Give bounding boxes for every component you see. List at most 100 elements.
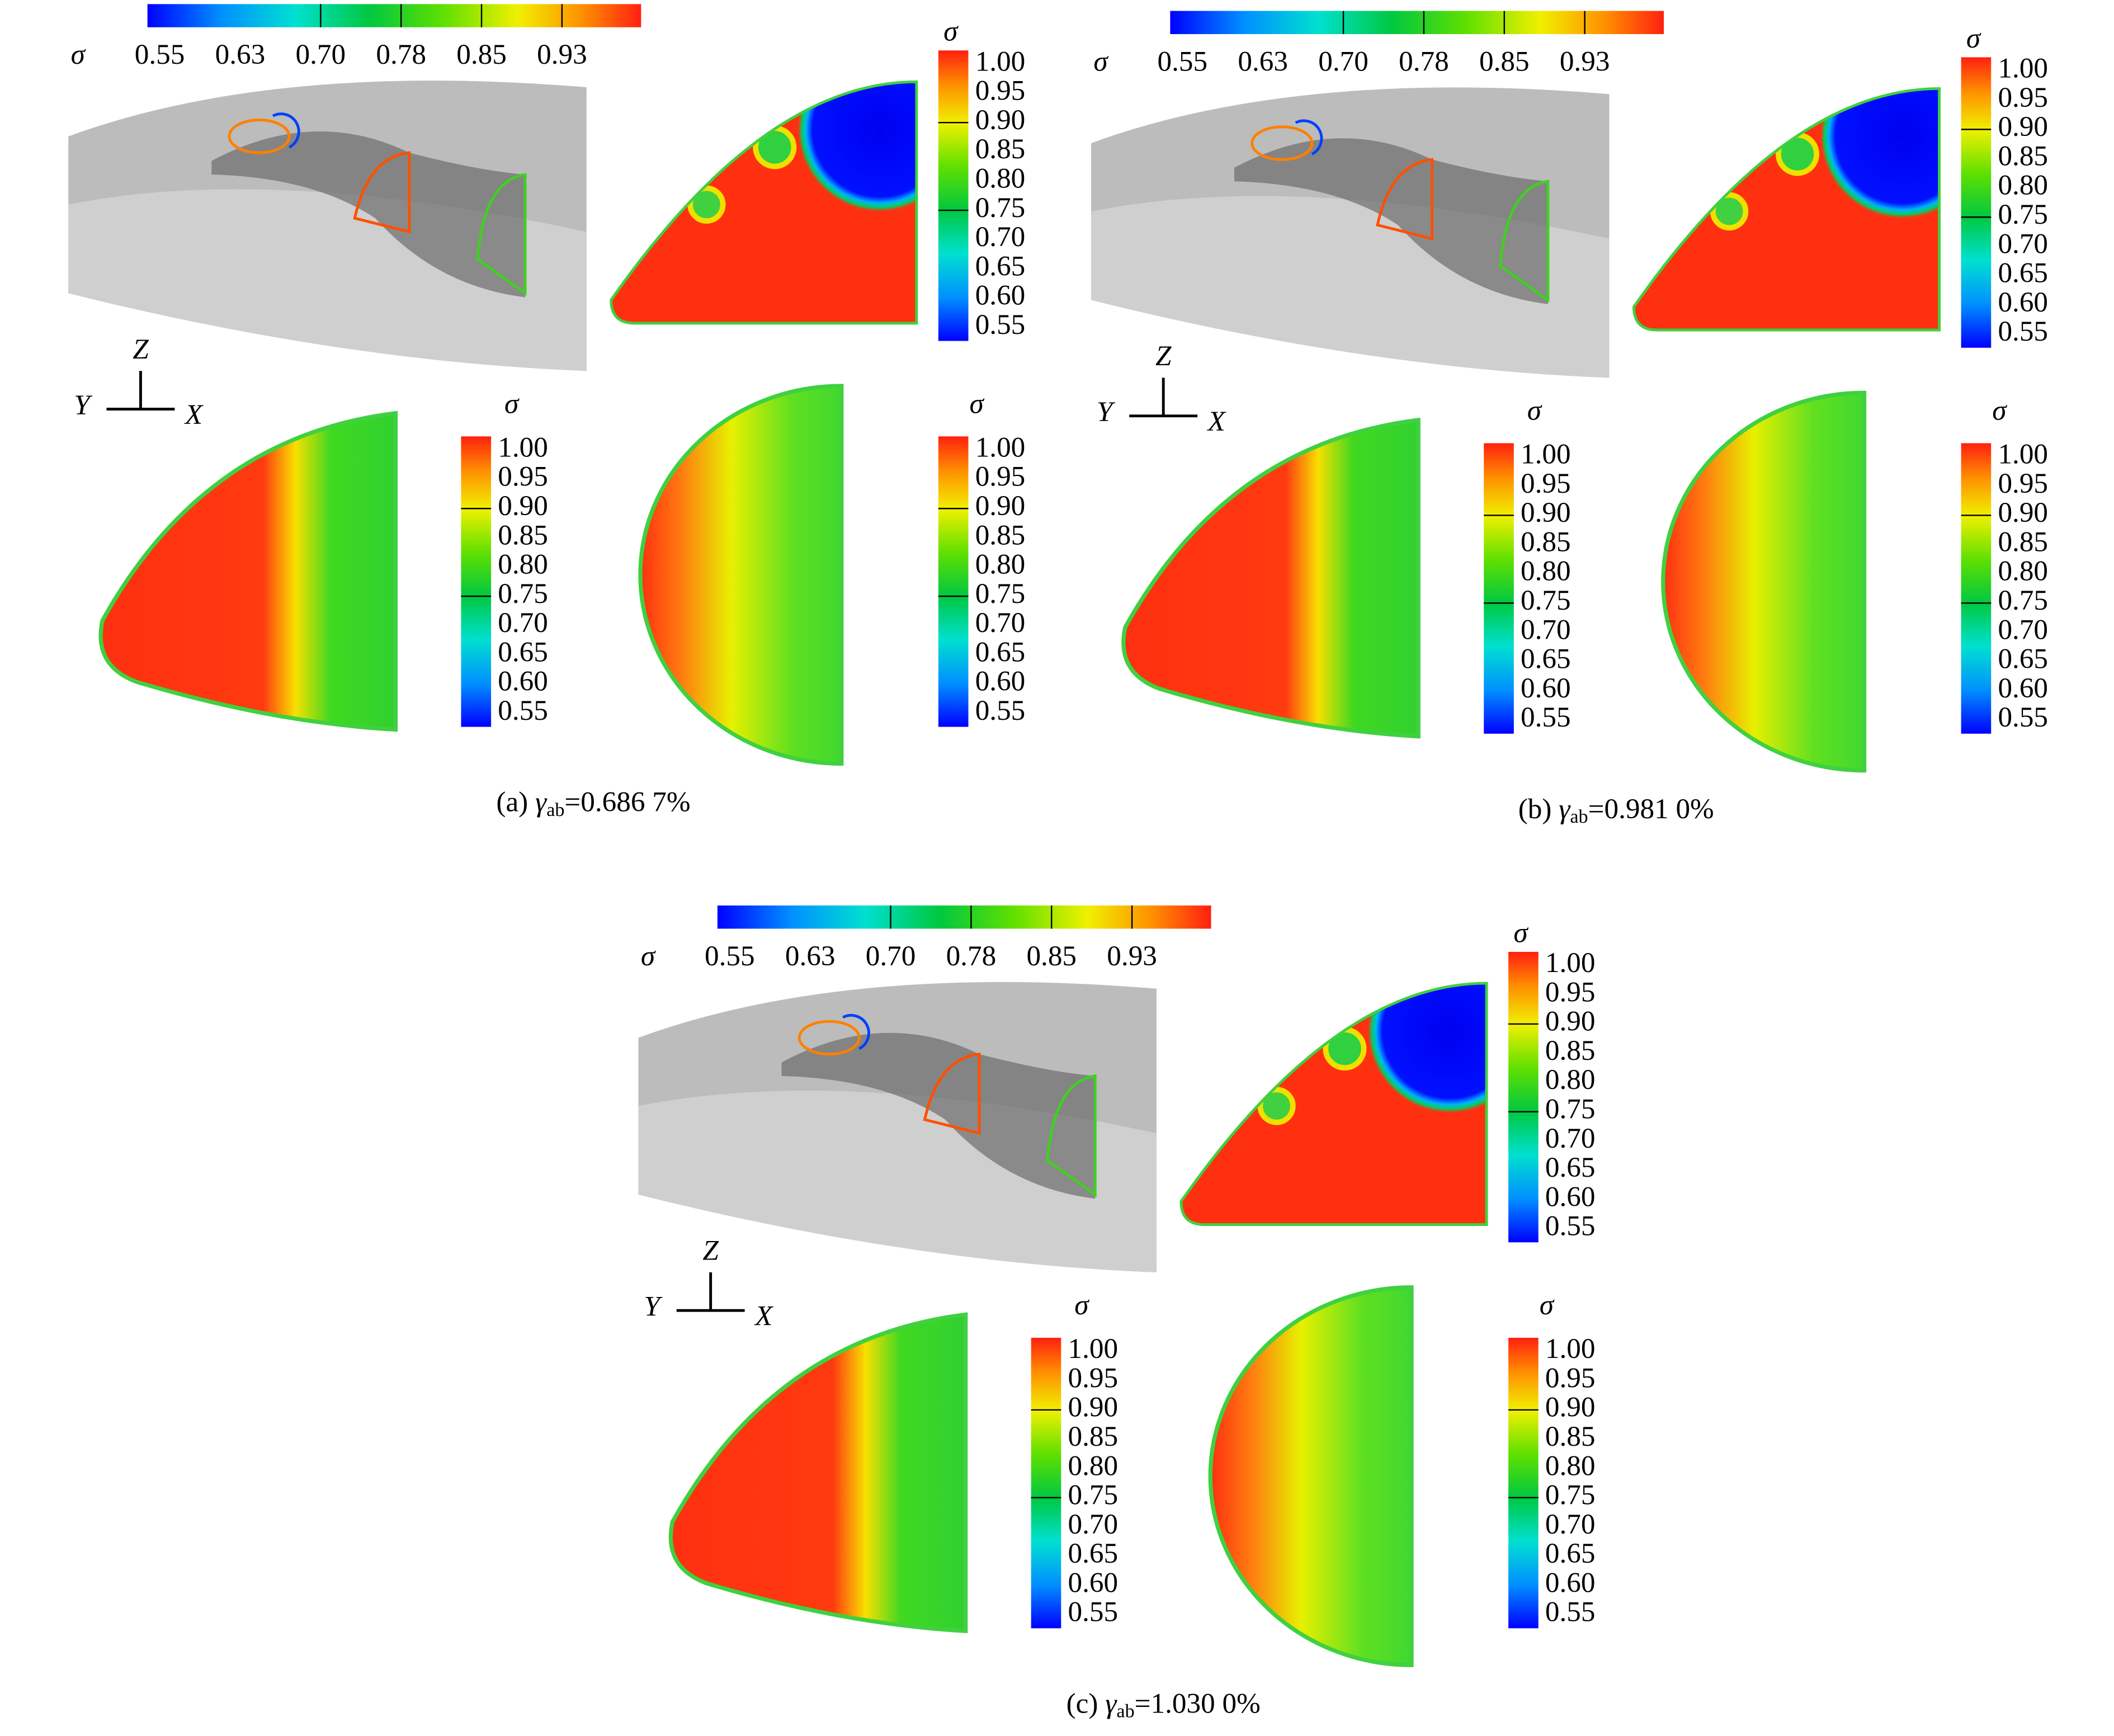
- vortex: [1710, 192, 1749, 231]
- colorbar: [1961, 443, 1992, 734]
- axis-label: Y: [1097, 396, 1116, 428]
- vortex-core: [1367, 983, 1487, 1113]
- colorbar-label: 0.90: [1545, 1006, 1596, 1037]
- duct: [211, 131, 526, 298]
- colorbar-symbol: σ: [1540, 1289, 1555, 1321]
- axis-label: Z: [133, 333, 149, 365]
- section-edge: [610, 80, 918, 325]
- colorbar-label: 0.80: [1998, 169, 2048, 201]
- section-plot: [98, 411, 398, 732]
- caption: (a) γab=0.686 7%: [496, 786, 690, 820]
- colorbar-label: 0.55: [1545, 1210, 1596, 1242]
- colorbar-label: 0.60: [498, 666, 548, 697]
- section-plot: [1181, 983, 1487, 1225]
- colorbar: [938, 50, 969, 341]
- caption-symbol: γ: [1559, 793, 1571, 825]
- axis-label: Y: [644, 1291, 663, 1323]
- vortex: [753, 125, 797, 169]
- colorbar-label: 0.65: [1068, 1537, 1119, 1569]
- section-ring: [923, 1053, 981, 1135]
- colorbar-label: 0.55: [1545, 1596, 1596, 1628]
- colorbar-label: 0.65: [1998, 257, 2048, 289]
- colorbar-label: 0.55: [135, 39, 185, 70]
- colorbar-label: 0.55: [975, 695, 1026, 727]
- colorbar: [717, 905, 1211, 929]
- colorbar-label: 0.95: [1545, 976, 1596, 1008]
- colorbar: [1170, 11, 1664, 34]
- colorbar-label: 1.00: [1998, 438, 2048, 470]
- colorbar-label: 0.55: [1998, 701, 2048, 733]
- colorbar-label: 0.78: [946, 940, 997, 972]
- colorbar-label: 0.80: [975, 549, 1026, 581]
- colorbar-label: 0.75: [1545, 1093, 1596, 1125]
- colorbar-label: 0.85: [1545, 1421, 1596, 1452]
- colorbar: [1508, 1338, 1539, 1629]
- caption-symbol: γ: [535, 786, 548, 818]
- colorbar-label: 0.55: [705, 940, 755, 972]
- colorbar-symbol: σ: [71, 39, 86, 70]
- axis-label: Z: [702, 1235, 719, 1267]
- colorbar: [147, 4, 641, 27]
- colorbar-label: 1.00: [1545, 947, 1596, 979]
- colorbar-symbol: σ: [970, 388, 985, 419]
- colorbar-label: 1.00: [1998, 53, 2048, 84]
- colorbar-label: 0.80: [1545, 1450, 1596, 1482]
- colorbar-label: 0.60: [975, 280, 1026, 312]
- colorbar-label: 0.78: [376, 39, 426, 70]
- colorbar-label: 0.75: [498, 578, 548, 610]
- colorbar-label: 0.93: [1560, 45, 1610, 77]
- section-edge: [1632, 87, 1941, 332]
- colorbar-label: 0.75: [975, 192, 1026, 224]
- colorbar-label: 0.60: [1068, 1567, 1119, 1598]
- colorbar-label: 0.75: [975, 578, 1026, 610]
- colorbar-label: 0.60: [1545, 1181, 1596, 1213]
- colorbar-label: 0.60: [1521, 672, 1571, 704]
- colorbar-label: 0.63: [215, 39, 266, 70]
- colorbar-label: 0.70: [1068, 1508, 1119, 1540]
- colorbar-label: 0.70: [975, 221, 1026, 253]
- colorbar: [938, 436, 969, 727]
- vortex-core: [798, 82, 917, 211]
- colorbar-label: 0.60: [1998, 672, 2048, 704]
- colorbar-label: 0.65: [1545, 1537, 1596, 1569]
- caption: (c) γab=1.030 0%: [1067, 1687, 1261, 1721]
- colorbar-label: 0.60: [1545, 1567, 1596, 1598]
- colorbar-label: 0.85: [1545, 1035, 1596, 1067]
- section-ring: [1295, 119, 1323, 155]
- section-plot: [638, 384, 844, 766]
- caption-prefix: (b): [1518, 793, 1559, 825]
- colorbar-label: 1.00: [498, 431, 548, 463]
- colorbar-label: 0.55: [1998, 315, 2048, 347]
- axis-label: X: [1207, 405, 1226, 437]
- colorbar-label: 0.93: [1107, 940, 1157, 972]
- colorbar-label: 0.90: [1998, 111, 2048, 143]
- colorbar-label: 1.00: [1545, 1333, 1596, 1365]
- colorbar-label: 0.90: [498, 490, 548, 522]
- colorbar: [1961, 57, 1992, 348]
- caption-value: =1.030 0%: [1135, 1687, 1261, 1719]
- colorbar-label: 0.70: [498, 607, 548, 639]
- colorbar-symbol: σ: [943, 16, 959, 48]
- colorbar-label: 0.95: [1998, 82, 2048, 114]
- colorbar-label: 0.65: [498, 636, 548, 668]
- caption: (b) γab=0.981 0%: [1518, 793, 1714, 827]
- caption-value: =0.981 0%: [1588, 793, 1714, 825]
- colorbar-label: 0.85: [1998, 526, 2048, 558]
- colorbar-label: 0.70: [1998, 228, 2048, 260]
- colorbar-symbol: σ: [1966, 22, 1981, 54]
- caption-prefix: (a): [496, 786, 535, 818]
- colorbar-label: 0.70: [1545, 1122, 1596, 1154]
- colorbar-label: 0.60: [975, 666, 1026, 697]
- section-plot: [1661, 390, 1867, 773]
- colorbar-label: 0.55: [975, 309, 1026, 341]
- colorbar-label: 0.85: [1068, 1421, 1119, 1452]
- colorbar-symbol: σ: [641, 940, 656, 972]
- colorbar: [1484, 443, 1514, 734]
- colorbar-symbol: σ: [1074, 1289, 1089, 1321]
- colorbar-label: 1.00: [975, 45, 1026, 77]
- section-ring: [1251, 125, 1314, 161]
- section-ring: [476, 173, 527, 296]
- colorbar-label: 0.75: [1545, 1479, 1596, 1511]
